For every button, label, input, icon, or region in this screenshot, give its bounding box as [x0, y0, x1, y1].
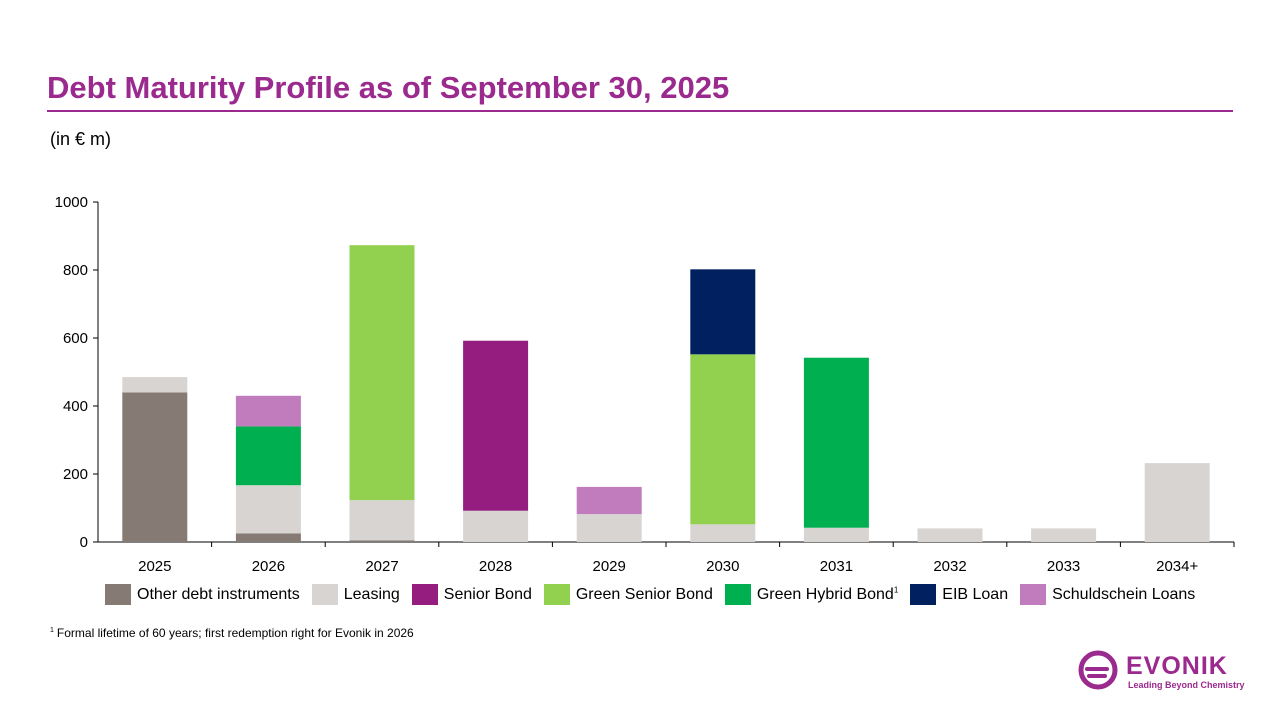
legend-item: Green Senior Bond — [543, 584, 713, 605]
footnote-text: Formal lifetime of 60 years; first redem… — [56, 626, 414, 640]
logo-tagline: Leading Beyond Chemistry — [1128, 680, 1245, 690]
bar-segment — [349, 540, 415, 542]
legend-swatch — [543, 584, 570, 605]
bar-segment — [235, 485, 301, 534]
x-tick-label: 2030 — [706, 558, 739, 575]
legend-label: Green Senior Bond — [575, 585, 713, 603]
legend-item: Other debt instruments — [105, 584, 300, 605]
unit-label: (in € m) — [50, 129, 112, 149]
page-title: Debt Maturity Profile as of September 30… — [47, 70, 730, 105]
title-divider — [47, 110, 1233, 112]
legend-swatch — [1020, 584, 1047, 605]
logo-wordmark: EVONIK — [1126, 652, 1228, 680]
evonik-logo: EVONIK Leading Beyond Chemistry — [1078, 648, 1245, 692]
legend-item: Schuldschein Loans — [1020, 584, 1195, 605]
bar-segment — [235, 533, 301, 542]
legend-swatch — [724, 584, 751, 605]
x-tick-label: 2029 — [593, 558, 626, 575]
x-tick-label: 2026 — [252, 558, 285, 575]
x-tick-label: 2033 — [1047, 558, 1080, 575]
x-tick-label: 2028 — [479, 558, 512, 575]
bar-segment — [122, 392, 188, 542]
bar-segment — [235, 426, 301, 486]
legend-label: EIB Loan — [942, 585, 1009, 603]
legend-item: EIB Loan — [910, 584, 1008, 605]
legend-label: Senior Bond — [443, 585, 532, 603]
bar-segment — [122, 377, 188, 393]
footnote: 1 Formal lifetime of 60 years; first rede… — [50, 626, 414, 640]
bar-segment — [690, 354, 756, 525]
footnote-marker: 1 — [50, 627, 54, 634]
x-tick-label: 2025 — [138, 558, 171, 575]
y-tick-label: 800 — [63, 262, 88, 279]
bar-segment — [576, 486, 642, 515]
y-tick-label: 200 — [63, 466, 88, 483]
bar-segment — [690, 269, 756, 355]
bar-segment — [917, 528, 983, 542]
bar-segment — [235, 395, 301, 427]
bar-segment — [1031, 528, 1097, 542]
x-tick-label: 2027 — [365, 558, 398, 575]
legend-footnote-marker: 1 — [893, 585, 899, 595]
y-tick-label: 1000 — [55, 194, 88, 211]
legend-label: Leasing — [343, 585, 400, 603]
x-tick-label: 2032 — [933, 558, 966, 575]
evonik-logo-icon — [1078, 650, 1118, 690]
bar-segment — [803, 527, 869, 542]
legend-item: Senior Bond — [411, 584, 532, 605]
bar-segment — [463, 340, 529, 511]
legend-swatch — [411, 584, 438, 605]
x-tick-label: 2031 — [820, 558, 853, 575]
y-tick-label: 600 — [63, 330, 88, 347]
x-tick-label: 2034+ — [1156, 558, 1198, 575]
y-tick-label: 400 — [63, 398, 88, 415]
bar-segment — [803, 357, 869, 528]
legend-label: Other debt instruments — [137, 585, 300, 603]
legend-label: Schuldschein Loans — [1052, 585, 1196, 603]
y-tick-label: 0 — [80, 534, 88, 551]
legend-swatch — [105, 584, 131, 605]
bar-segment — [349, 245, 415, 501]
legend-label: Green Hybrid Bond1 — [756, 585, 899, 603]
bar-segment — [1144, 463, 1210, 542]
bar-segment — [576, 514, 642, 542]
chart-legend: Other debt instruments Leasing Senior Bond… — [105, 584, 1207, 605]
legend-swatch — [910, 584, 937, 605]
legend-swatch — [311, 584, 338, 605]
legend-item: Leasing — [311, 584, 400, 605]
bar-segment — [463, 510, 529, 542]
bar-segment — [690, 524, 756, 542]
bar-segment — [349, 500, 415, 541]
legend-item: Green Hybrid Bond1 — [724, 584, 899, 605]
